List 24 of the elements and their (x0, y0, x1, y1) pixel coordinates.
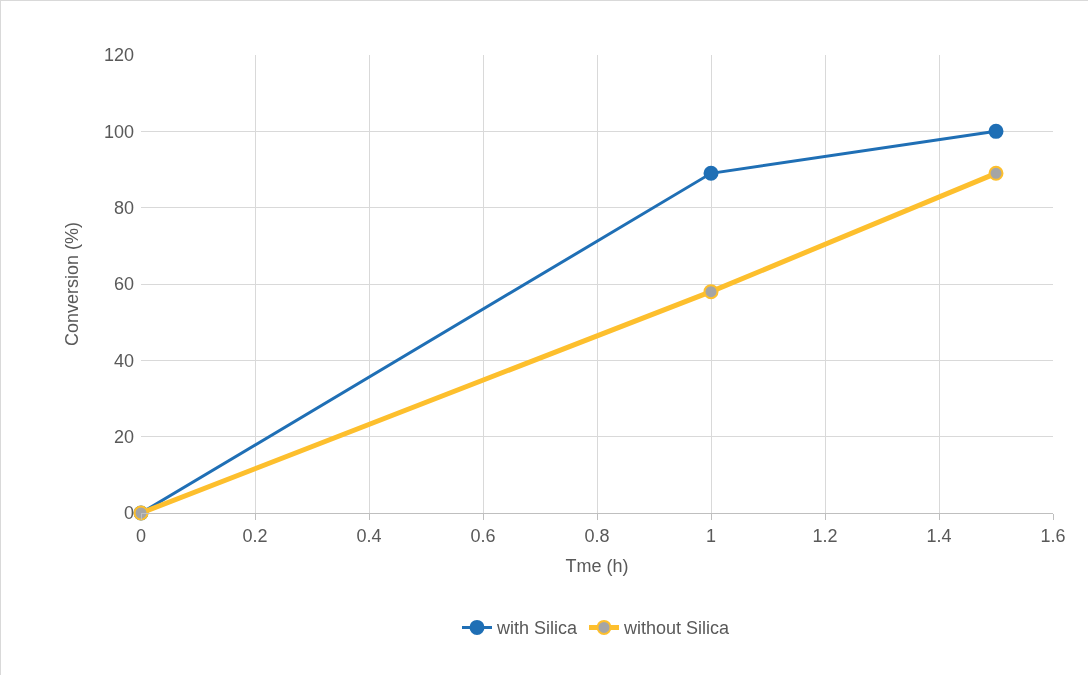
point (703, 284, 719, 300)
y-axis-title: Conversion (%) (62, 221, 83, 347)
point (703, 165, 719, 181)
x-tick-label: 1 (705, 525, 717, 546)
y-tick-label: 60 (113, 274, 134, 295)
y-tick-label: 120 (103, 45, 134, 66)
y-tick-label: 20 (113, 426, 134, 447)
x-tick-label: 0.8 (584, 525, 610, 546)
x-tick-label: 0.4 (356, 525, 382, 546)
x-tick-label: 0 (135, 525, 147, 546)
x-tick-label: 1.4 (926, 525, 952, 546)
legend-label: without Silica (623, 618, 731, 639)
x-tick-label: 0.2 (242, 525, 268, 546)
point (988, 165, 1004, 181)
legend-label: with Silica (496, 618, 579, 639)
x-axis-title: Tme (h) (565, 555, 629, 576)
y-tick-label: 0 (123, 503, 134, 524)
y-tick-label: 40 (113, 350, 134, 371)
y-tick-label: 80 (113, 197, 134, 218)
point (988, 123, 1004, 139)
y-tick-label: 100 (103, 121, 134, 142)
x-tick-label: 1.2 (812, 525, 838, 546)
x-tick-label: 1.6 (1040, 525, 1066, 546)
x-tick-label: 0.6 (470, 525, 496, 546)
